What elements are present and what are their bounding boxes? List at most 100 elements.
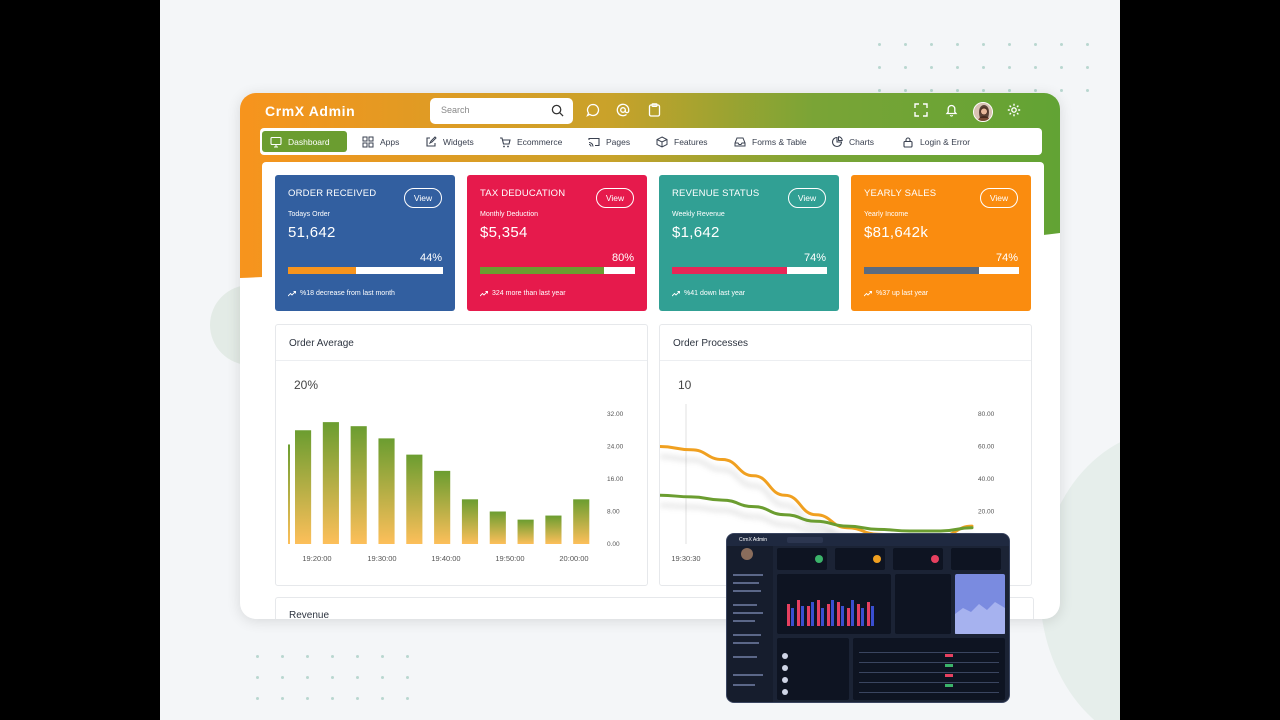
card-subtitle: Yearly Income bbox=[864, 211, 909, 218]
preview-title: CrmX Admin bbox=[739, 537, 768, 543]
chat-icon[interactable] bbox=[586, 103, 600, 117]
chart-bar bbox=[350, 426, 367, 544]
stat-card: REVENUE STATUS View Weekly Revenue $1,64… bbox=[659, 175, 839, 311]
chart-bar bbox=[489, 511, 506, 544]
at-icon[interactable] bbox=[616, 103, 630, 117]
main-content: ORDER RECEIVED View Todays Order 51,642 … bbox=[262, 162, 1044, 619]
view-button[interactable]: View bbox=[596, 188, 634, 208]
gear-icon[interactable] bbox=[1007, 103, 1021, 117]
card-subtitle: Todays Order bbox=[288, 211, 331, 218]
nav-label: Login & Error bbox=[920, 136, 971, 147]
card-percent: 80% bbox=[611, 252, 634, 264]
card-title: TAX DEDUCATION bbox=[480, 188, 566, 199]
y-tick-label: 20.00 bbox=[978, 509, 995, 516]
order-average-chart: 32.00 24.00 16.00 8.00 0.00 19:20:00 19:30:00 1… bbox=[288, 411, 624, 563]
chart-bar bbox=[295, 430, 312, 544]
top-bar: CrmX Admin Search bbox=[240, 93, 1060, 131]
card-footer-text: %41 down last year bbox=[684, 290, 746, 297]
order-processes-value: 10 bbox=[678, 378, 692, 392]
chart-bar bbox=[434, 470, 451, 544]
chart-bar bbox=[517, 519, 534, 544]
progress-fill bbox=[480, 267, 604, 274]
inbox-icon bbox=[734, 137, 746, 146]
nav-item-features[interactable]: Features bbox=[648, 131, 716, 152]
card-footer-text: 324 more than last year bbox=[492, 290, 566, 297]
nav-label: Forms & Table bbox=[752, 136, 807, 147]
card-value: $5,354 bbox=[480, 224, 528, 241]
main-nav: Dashboard Apps Widgets Ecommerce Pages Featur… bbox=[260, 128, 1042, 155]
nav-item-forms-table[interactable]: Forms & Table bbox=[726, 131, 815, 152]
card-footer: %41 down last year bbox=[672, 290, 745, 297]
panel-title: Order Processes bbox=[673, 338, 749, 349]
stat-card: YEARLY SALES View Yearly Income $81,642k… bbox=[851, 175, 1031, 311]
avatar[interactable] bbox=[973, 102, 993, 122]
divider bbox=[660, 360, 1031, 361]
card-percent: 74% bbox=[995, 252, 1018, 264]
nav-label: Pages bbox=[606, 136, 631, 147]
card-subtitle: Monthly Deduction bbox=[480, 211, 538, 218]
x-tick-label: 19:30:30 bbox=[671, 554, 700, 563]
chart-bar bbox=[378, 438, 395, 544]
decor-dots bbox=[878, 43, 1089, 92]
trend-icon bbox=[288, 290, 296, 296]
y-tick-label: 0.00 bbox=[607, 541, 620, 548]
stat-card: TAX DEDUCATION View Monthly Deduction $5… bbox=[467, 175, 647, 311]
order-average-panel: Order Average 20% 32.00 24.00 16.00 8.00 0.0… bbox=[275, 324, 648, 586]
progress-bar bbox=[288, 267, 443, 274]
progress-fill bbox=[288, 267, 357, 274]
chart-bar bbox=[406, 454, 423, 544]
nav-item-widgets[interactable]: Widgets bbox=[417, 131, 482, 152]
x-tick-label: 19:50:00 bbox=[495, 554, 524, 563]
dark-theme-preview: CrmX Admin bbox=[726, 533, 1010, 703]
card-footer-text: %37 up last year bbox=[876, 290, 929, 297]
revenue-panel: Revenue bbox=[275, 597, 1034, 619]
card-percent: 44% bbox=[419, 252, 442, 264]
search-box[interactable]: Search bbox=[430, 98, 573, 124]
dark-dashboard-thumbnail bbox=[727, 534, 1009, 702]
clipboard-icon[interactable] bbox=[648, 103, 661, 117]
search-placeholder: Search bbox=[441, 105, 470, 115]
x-tick-label: 19:20:00 bbox=[302, 554, 331, 563]
card-subtitle: Weekly Revenue bbox=[672, 211, 725, 218]
dashboard-window: CrmX Admin Search Dashboard Apps Widgets Ec… bbox=[240, 93, 1060, 619]
view-button[interactable]: View bbox=[404, 188, 442, 208]
card-value: 51,642 bbox=[288, 224, 336, 241]
chart-bar bbox=[573, 499, 590, 544]
search-icon[interactable] bbox=[551, 104, 564, 117]
y-tick-label: 24.00 bbox=[607, 444, 624, 451]
trend-icon bbox=[480, 290, 488, 296]
monitor-icon bbox=[270, 136, 282, 148]
box-icon bbox=[656, 135, 668, 148]
series-line bbox=[660, 493, 974, 533]
chart-bar bbox=[545, 515, 562, 544]
stat-card: ORDER RECEIVED View Todays Order 51,642 … bbox=[275, 175, 455, 311]
chart-bar bbox=[322, 422, 339, 544]
nav-label: Charts bbox=[849, 136, 875, 147]
chart-bar bbox=[461, 499, 479, 544]
nav-label: Ecommerce bbox=[517, 136, 563, 147]
nav-item-charts[interactable]: Charts bbox=[823, 131, 882, 152]
progress-bar bbox=[864, 267, 1019, 274]
nav-item-apps[interactable]: Apps bbox=[354, 131, 407, 152]
bell-icon[interactable] bbox=[945, 103, 958, 117]
view-button[interactable]: View bbox=[980, 188, 1018, 208]
card-footer-text: %18 decrease from last month bbox=[300, 290, 395, 297]
grid-icon bbox=[362, 136, 374, 147]
x-tick-label: 20:00:00 bbox=[559, 554, 588, 563]
fullscreen-icon[interactable] bbox=[914, 103, 928, 117]
card-percent: 74% bbox=[803, 252, 826, 264]
card-footer: 324 more than last year bbox=[480, 290, 566, 297]
y-tick-label: 8.00 bbox=[607, 509, 620, 516]
nav-item-dashboard[interactable]: Dashboard bbox=[262, 131, 347, 152]
order-average-value: 20% bbox=[294, 378, 319, 392]
cast-icon bbox=[588, 137, 600, 147]
cart-icon bbox=[500, 136, 511, 147]
x-tick-label: 19:30:00 bbox=[367, 554, 396, 563]
view-button[interactable]: View bbox=[788, 188, 826, 208]
nav-item-ecommerce[interactable]: Ecommerce bbox=[491, 131, 570, 152]
lock-icon bbox=[903, 136, 913, 148]
chart-bar bbox=[288, 444, 290, 544]
nav-item-login-error[interactable]: Login & Error bbox=[894, 131, 978, 152]
nav-item-pages[interactable]: Pages bbox=[580, 131, 638, 152]
decor-dots bbox=[256, 655, 409, 700]
